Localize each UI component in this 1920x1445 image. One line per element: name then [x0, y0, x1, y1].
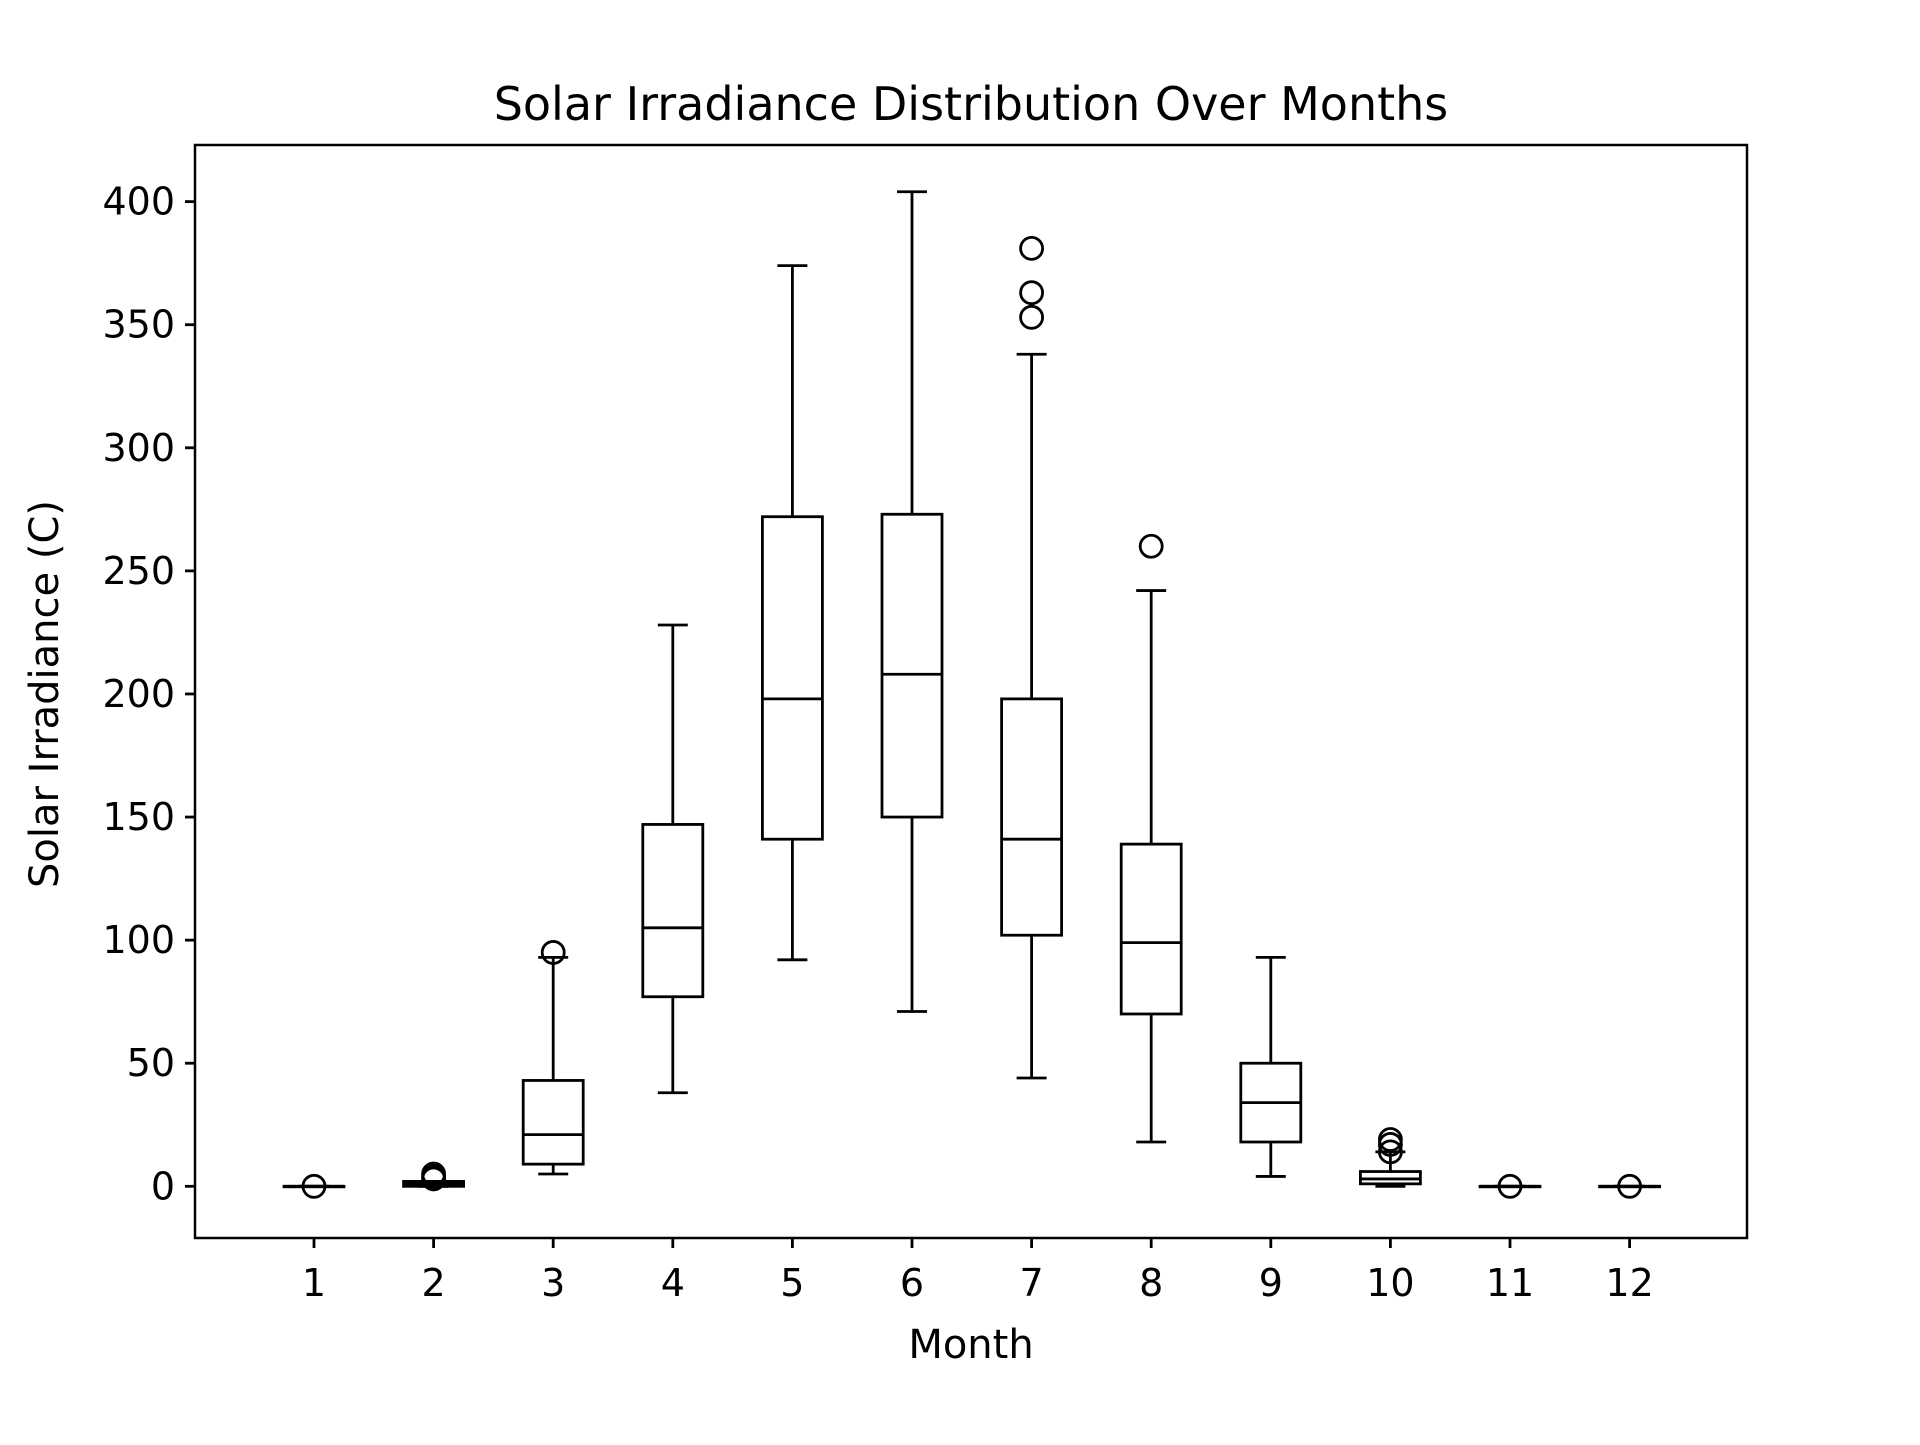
outlier-point: [1617, 1173, 1642, 1199]
y-tick-label: 150: [102, 795, 175, 839]
chart-title: Solar Irradiance Distribution Over Month…: [494, 77, 1449, 131]
x-tick-label: 11: [1486, 1261, 1534, 1305]
outlier-point: [421, 1166, 447, 1192]
y-tick-label: 400: [102, 180, 175, 224]
iqr-box: [641, 823, 705, 999]
outlier-point: [1019, 280, 1044, 306]
x-tick-label: 6: [900, 1261, 924, 1305]
x-tick-label: 9: [1259, 1261, 1283, 1305]
x-tick-label: 10: [1366, 1261, 1414, 1305]
outlier-point: [1138, 533, 1164, 559]
x-tick-label: 8: [1139, 1261, 1163, 1305]
y-tick-label: 100: [102, 918, 175, 962]
y-tick-label: 250: [102, 549, 175, 593]
x-tick-label: 7: [1020, 1261, 1044, 1305]
y-axis-label: Solar Irradiance (C): [22, 500, 68, 888]
outlier-point: [1497, 1173, 1523, 1199]
y-tick-label: 300: [102, 426, 175, 470]
outlier-point: [1019, 304, 1044, 330]
y-tick-label: 350: [102, 303, 175, 347]
plot-frame: [193, 143, 1749, 1240]
y-tick-label: 0: [151, 1164, 175, 1208]
y-tick-label: 200: [102, 672, 175, 716]
x-tick-label: 5: [780, 1261, 804, 1305]
x-tick-label: 12: [1605, 1261, 1653, 1305]
outlier-point: [1019, 235, 1044, 261]
outlier-point: [1378, 1127, 1403, 1152]
iqr-box: [1119, 842, 1183, 1016]
iqr-box: [521, 1079, 585, 1166]
x-tick-label: 3: [541, 1261, 565, 1305]
x-tick-label: 2: [422, 1261, 446, 1305]
x-axis-label: Month: [908, 1322, 1033, 1368]
outlier-point: [540, 940, 566, 965]
iqr-box: [880, 512, 944, 819]
outlier-point: [1378, 1139, 1403, 1165]
iqr-box: [761, 515, 824, 841]
x-tick-label: 1: [302, 1261, 326, 1305]
outlier-point: [301, 1173, 327, 1199]
iqr-box: [1000, 697, 1063, 937]
x-tick-label: 4: [661, 1261, 685, 1305]
y-tick-label: 50: [127, 1041, 175, 1085]
